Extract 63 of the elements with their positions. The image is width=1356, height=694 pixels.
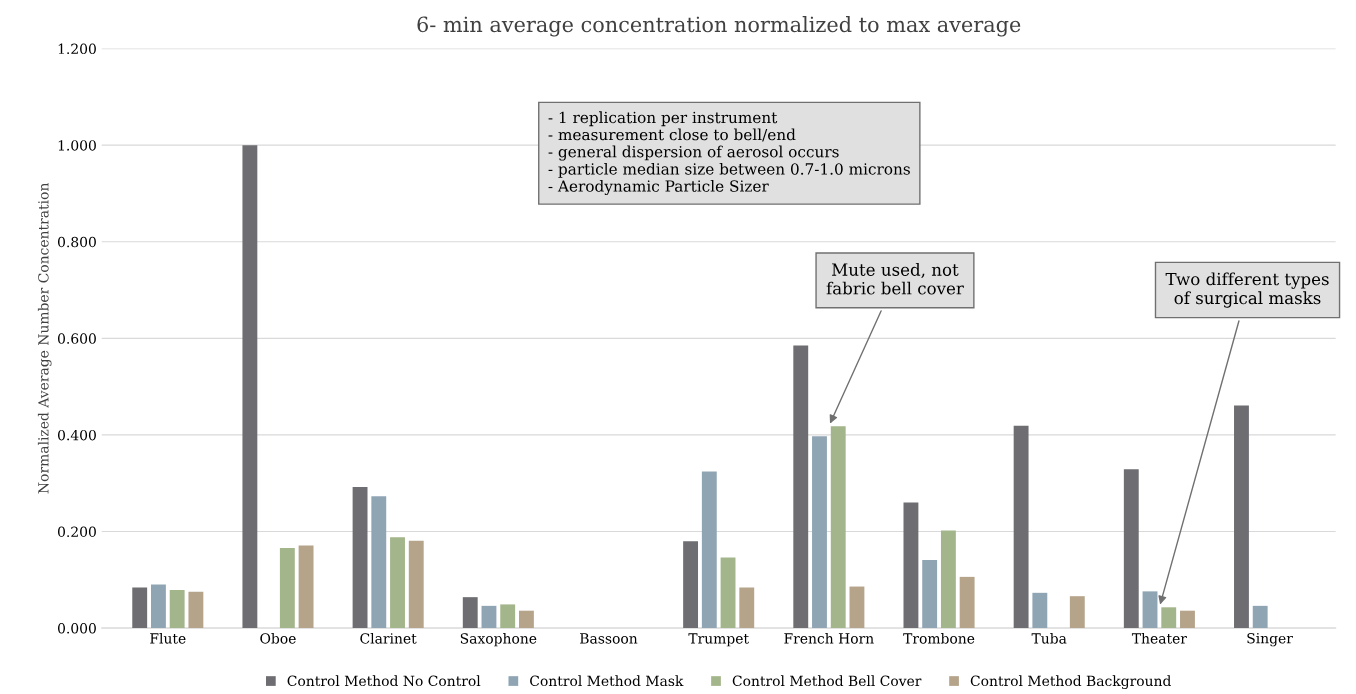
legend-label: Control Method Bell Cover <box>732 675 922 687</box>
bar <box>812 436 827 629</box>
y-tick-label: 0.800 <box>57 236 96 248</box>
bar <box>352 487 368 629</box>
y-tick-label: 0.400 <box>57 429 96 441</box>
x-tick-label: Tuba <box>1031 632 1067 644</box>
x-tick-label: Theater <box>1131 632 1187 644</box>
bar <box>940 530 956 629</box>
y-tick-label: 1.000 <box>58 140 96 151</box>
bar <box>1142 591 1158 629</box>
y-tick-label: 0.000 <box>57 623 96 634</box>
bar <box>500 604 516 629</box>
bar <box>371 496 387 629</box>
bar <box>279 547 295 629</box>
x-tick-label: French Horn <box>784 632 874 644</box>
bar <box>739 587 755 629</box>
bar <box>132 587 148 629</box>
bar <box>390 537 405 629</box>
x-tick-label: Singer <box>1247 632 1293 647</box>
chart-title: 6- min average concentration normalized to max average <box>417 16 1021 37</box>
annotation: Two different types of surgical masks <box>1165 272 1329 308</box>
x-tick-label: Bassoon <box>580 633 638 644</box>
x-tick-label: Flute <box>150 632 186 644</box>
legend-label: Control Method Mask <box>530 675 684 687</box>
y-tick-label: 1.200 <box>58 43 96 55</box>
bar <box>720 557 736 629</box>
y-tick-label: 0.200 <box>57 526 96 537</box>
bar <box>922 559 938 629</box>
legend-label: Control Method Background <box>970 675 1171 689</box>
bar <box>408 540 424 629</box>
y-tick-label: 0.600 <box>57 333 96 344</box>
x-tick-label: Clarinet <box>360 632 417 644</box>
annotation: Mute used, not fabric bell cover <box>826 262 964 295</box>
bar <box>1013 425 1029 629</box>
bar <box>151 584 166 629</box>
bar <box>1180 610 1195 629</box>
bar <box>683 541 699 629</box>
bar <box>298 545 314 629</box>
y-axis-title: Normalized Average Number Concentration <box>37 182 52 494</box>
bar <box>701 471 717 629</box>
legend-label: Control Method No Control <box>287 675 481 687</box>
x-tick-label: Saxophone <box>460 632 537 647</box>
bar <box>242 145 258 629</box>
annotation: - 1 replication per instrument - measurement close to bell/end - general dispersion of aerosol occurs - particle median size between 0.7-1.0 microns - Aerodynamic Particle Sizer <box>548 111 910 196</box>
x-tick-label: Trombone <box>903 632 975 644</box>
bar <box>1252 605 1268 629</box>
bar <box>169 589 185 629</box>
bar <box>903 502 919 629</box>
bar <box>1069 596 1085 629</box>
bar <box>849 586 865 629</box>
bar <box>188 591 204 629</box>
bar <box>1161 607 1177 629</box>
bar <box>462 597 478 629</box>
bar <box>1123 469 1139 629</box>
x-tick-label: Oboe <box>260 632 296 644</box>
bar <box>830 426 846 629</box>
bar <box>1234 405 1249 629</box>
bar <box>518 610 534 629</box>
bar <box>959 576 975 629</box>
bar <box>481 605 497 629</box>
x-tick-label: Trumpet <box>688 633 749 647</box>
bar <box>1032 592 1048 629</box>
bar <box>793 345 809 629</box>
